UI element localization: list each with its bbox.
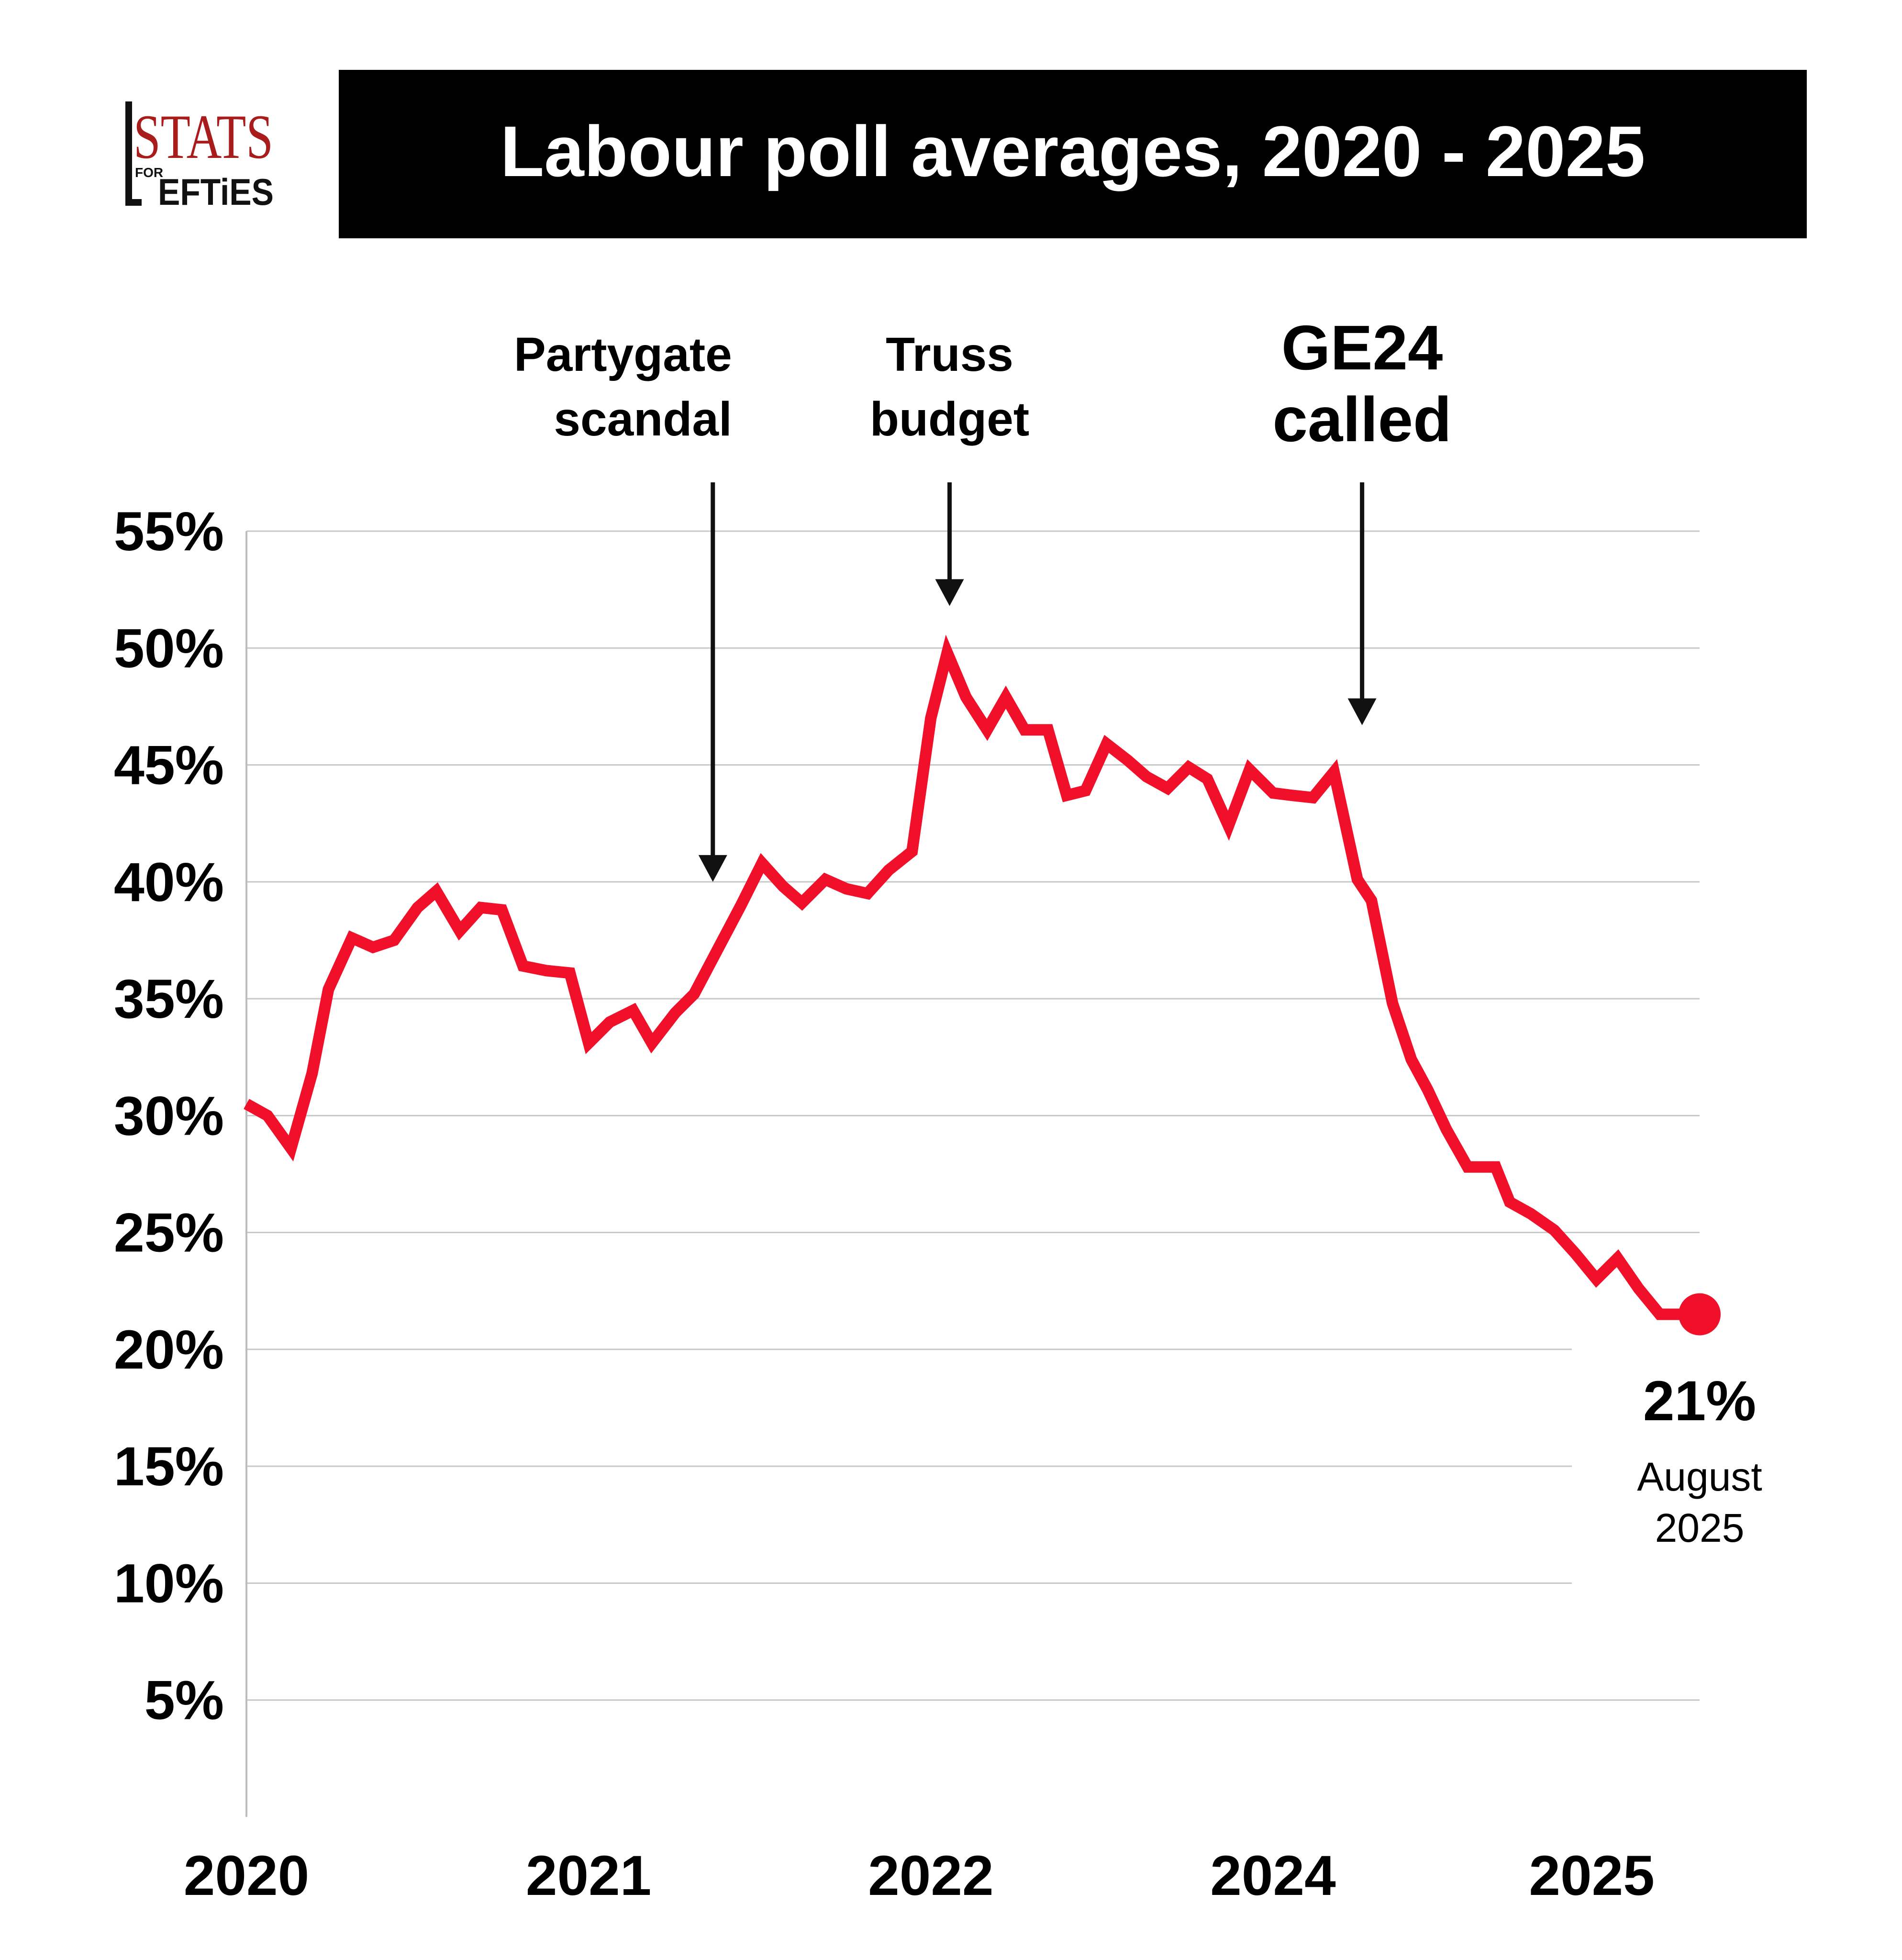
end-point-marker <box>1679 1293 1721 1336</box>
x-tick-label: 2020 <box>184 1844 310 1907</box>
chart-title: Labour poll averages, 2020 - 2025 <box>501 111 1646 191</box>
stats-for-lefties-logo: STATS FOR EFTiES <box>125 101 274 213</box>
x-axis-tick-labels: 2020 2021 2022 2024 2025 <box>184 1844 1655 1907</box>
annotation-label: budget <box>870 392 1029 446</box>
y-tick-label: 50% <box>114 618 224 679</box>
annotation-label: called <box>1273 384 1452 455</box>
y-tick-label: 20% <box>114 1319 224 1381</box>
annotation-arrowhead <box>1347 698 1377 725</box>
x-tick-label: 2021 <box>526 1844 652 1907</box>
annotation-arrowhead <box>698 855 727 882</box>
annotation-label: scandal <box>554 392 732 446</box>
y-tick-label: 30% <box>114 1085 224 1147</box>
annotation-label: Truss <box>886 328 1013 381</box>
annotation-label: GE24 <box>1281 312 1443 383</box>
y-tick-label: 45% <box>114 735 224 796</box>
x-tick-label: 2025 <box>1529 1844 1655 1907</box>
logo-l-foot <box>125 199 142 206</box>
end-value-month: August <box>1637 1454 1762 1499</box>
logo-stats-text: STATS <box>133 101 273 172</box>
y-tick-label: 5% <box>145 1670 224 1731</box>
end-value-percent: 21% <box>1643 1370 1756 1433</box>
y-axis-tick-labels: 5% 10% 15% 20% 25% 30% 35% 40% 45% 50% 55% <box>114 501 224 1731</box>
y-tick-label: 35% <box>114 969 224 1030</box>
end-value-year: 2025 <box>1655 1505 1745 1550</box>
x-tick-label: 2024 <box>1210 1844 1336 1907</box>
annotation-arrowhead <box>935 579 964 606</box>
x-tick-label: 2022 <box>868 1844 994 1907</box>
y-tick-label: 10% <box>114 1553 224 1614</box>
y-tick-label: 15% <box>114 1436 224 1497</box>
title-bar <box>339 70 1807 238</box>
y-tick-label: 55% <box>114 501 224 562</box>
y-tick-label: 25% <box>114 1203 224 1264</box>
logo-for-text: FOR <box>135 165 163 180</box>
end-value-label: 21% August 2025 <box>1637 1370 1762 1550</box>
logo-lefties-text: EFTiES <box>158 171 274 213</box>
series-labour <box>244 635 1721 1336</box>
logo-l-bar <box>125 101 132 206</box>
series-line-labour <box>244 635 1700 1320</box>
grid-lines <box>246 530 1700 1701</box>
annotation-label: Partygate <box>514 328 732 381</box>
y-tick-label: 40% <box>114 852 224 913</box>
